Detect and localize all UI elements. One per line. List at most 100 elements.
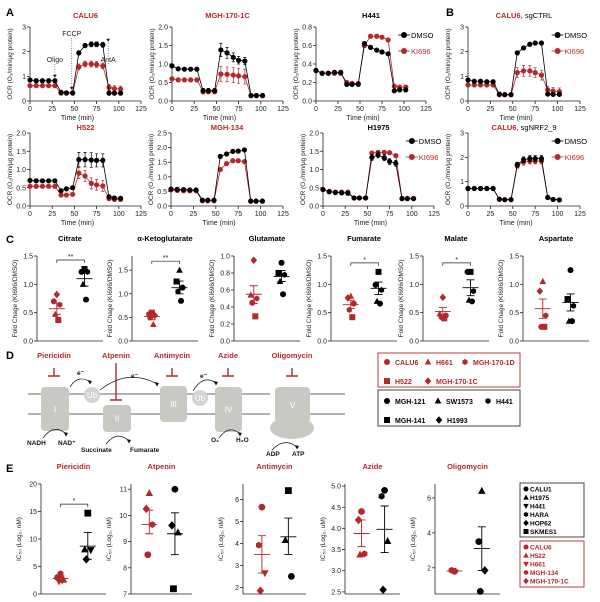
data-point bbox=[253, 92, 259, 99]
inhibitor-label: Piericidin bbox=[37, 351, 71, 360]
data-point bbox=[46, 178, 52, 184]
group-red bbox=[141, 489, 158, 559]
data-point-hexagon bbox=[543, 312, 549, 319]
data-point-square bbox=[349, 314, 356, 321]
data-point bbox=[381, 155, 387, 161]
data-point bbox=[175, 77, 181, 83]
data-point-circle bbox=[464, 268, 471, 275]
data-point bbox=[527, 41, 533, 47]
scatter-chart: 2 4 6 Oligomycin IC₅₀ (Log₂, nM) bbox=[410, 462, 500, 595]
data-point bbox=[545, 91, 551, 97]
chart-title: Fumarate bbox=[347, 234, 381, 243]
series-line bbox=[171, 73, 263, 97]
panel-label-a: A bbox=[6, 7, 14, 19]
electron-arrow bbox=[192, 379, 217, 392]
mean-sem-bar bbox=[434, 307, 451, 316]
data-point bbox=[230, 158, 236, 164]
chart-title: Glutamate bbox=[249, 234, 286, 243]
series-dmso bbox=[320, 151, 417, 202]
y-tick-label: 10 bbox=[119, 513, 127, 520]
panel-label-c: C bbox=[6, 234, 14, 246]
mean-sem-bar bbox=[446, 569, 463, 573]
x-tick-label: 50 bbox=[71, 211, 79, 218]
data-point bbox=[52, 178, 58, 184]
data-point-circle bbox=[287, 573, 295, 580]
adp-label: ADP bbox=[266, 451, 280, 458]
electron-arrow bbox=[99, 376, 158, 391]
x-tick-label: 100 bbox=[398, 106, 410, 113]
ocr-chart: 0.0 0.5 1.0 1.5 2.0 2.5 0 25 50 75 100 125 Time (min… bbox=[148, 123, 289, 227]
inhibitor-label: Azide bbox=[218, 351, 238, 360]
data-point bbox=[465, 77, 471, 83]
y-axis-label: Fold Chage (KI696/DMSO) bbox=[398, 259, 405, 337]
mean-sem-bar bbox=[76, 271, 93, 287]
data-point bbox=[259, 198, 265, 204]
x-tick-label: 0 bbox=[314, 106, 318, 113]
reaction-arrow bbox=[105, 435, 130, 445]
data-point bbox=[520, 68, 527, 74]
data-point-circle bbox=[469, 298, 476, 305]
ubiquinone bbox=[192, 390, 208, 406]
series-dmso bbox=[27, 151, 124, 201]
y-tick-label: 0.0 bbox=[409, 339, 419, 346]
data-point bbox=[46, 83, 52, 89]
ubiquinone-label: Ub bbox=[87, 391, 98, 400]
y-tick-label: 11 bbox=[120, 487, 127, 494]
mean-sem-bar bbox=[171, 280, 188, 295]
legend-marker-circle bbox=[384, 398, 390, 404]
y-axis-label: Fold Chage (KI696/DMSO) bbox=[306, 259, 313, 337]
data-point bbox=[223, 151, 230, 157]
chart-title-cell-line: H1975 bbox=[367, 123, 389, 132]
data-point bbox=[484, 185, 490, 192]
chart-title-cell-line: CALU6 bbox=[73, 11, 98, 20]
y-tick-label: 2.0 bbox=[309, 131, 319, 138]
annotation-label: Oligo bbox=[47, 57, 63, 64]
data-point-square bbox=[541, 323, 548, 330]
data-point-circle bbox=[350, 300, 357, 307]
significance-label: * bbox=[73, 498, 76, 505]
fumarate-label: Fumarate bbox=[130, 447, 160, 454]
legend-marker bbox=[554, 48, 561, 54]
data-point bbox=[393, 160, 399, 166]
chart-title: MGH-170-1C bbox=[205, 11, 250, 20]
data-point-circle bbox=[372, 281, 379, 288]
data-point bbox=[63, 192, 70, 198]
y-tick-label: 8 bbox=[123, 565, 127, 572]
group-black bbox=[562, 267, 579, 325]
data-point bbox=[100, 157, 106, 163]
chart-title: Malate bbox=[444, 234, 467, 243]
group-red bbox=[446, 566, 463, 575]
data-point bbox=[387, 158, 393, 165]
y-tick-label: 0 bbox=[460, 204, 464, 211]
x-tick-label: 100 bbox=[113, 211, 125, 218]
data-point bbox=[259, 92, 266, 99]
data-point bbox=[538, 40, 545, 46]
data-point bbox=[349, 81, 355, 87]
group-black bbox=[280, 487, 297, 580]
scatter-chart: 0 5 10 15 20 Piericidin IC₅₀ (Log₂, nM) * bbox=[16, 462, 106, 599]
chart-title: Antimycin bbox=[256, 462, 293, 471]
chart-title-suffix: , sgCTRL bbox=[521, 11, 553, 20]
legend-label: DMSO bbox=[565, 31, 588, 40]
data-point bbox=[76, 64, 82, 70]
series-dmso bbox=[27, 41, 124, 96]
x-tick-label: 25 bbox=[48, 211, 56, 218]
complex-label: I bbox=[54, 405, 56, 414]
x-tick-label: 100 bbox=[552, 211, 564, 218]
data-point bbox=[205, 197, 211, 203]
significance-label: * bbox=[455, 257, 458, 264]
legend-marker-diamond bbox=[435, 416, 443, 424]
y-tick-label: 3 bbox=[235, 563, 239, 570]
complex-iv bbox=[215, 387, 242, 432]
data-point bbox=[76, 157, 82, 163]
data-point bbox=[242, 73, 248, 80]
data-point bbox=[188, 66, 194, 72]
data-point bbox=[63, 90, 70, 96]
x-tick-label: 50 bbox=[509, 106, 517, 113]
group-red bbox=[48, 290, 65, 324]
x-tick-label: 0 bbox=[28, 211, 32, 218]
legend-label: H661 bbox=[530, 562, 546, 569]
legend-label: SW1573 bbox=[446, 399, 473, 406]
x-tick-label: 125 bbox=[428, 211, 440, 218]
